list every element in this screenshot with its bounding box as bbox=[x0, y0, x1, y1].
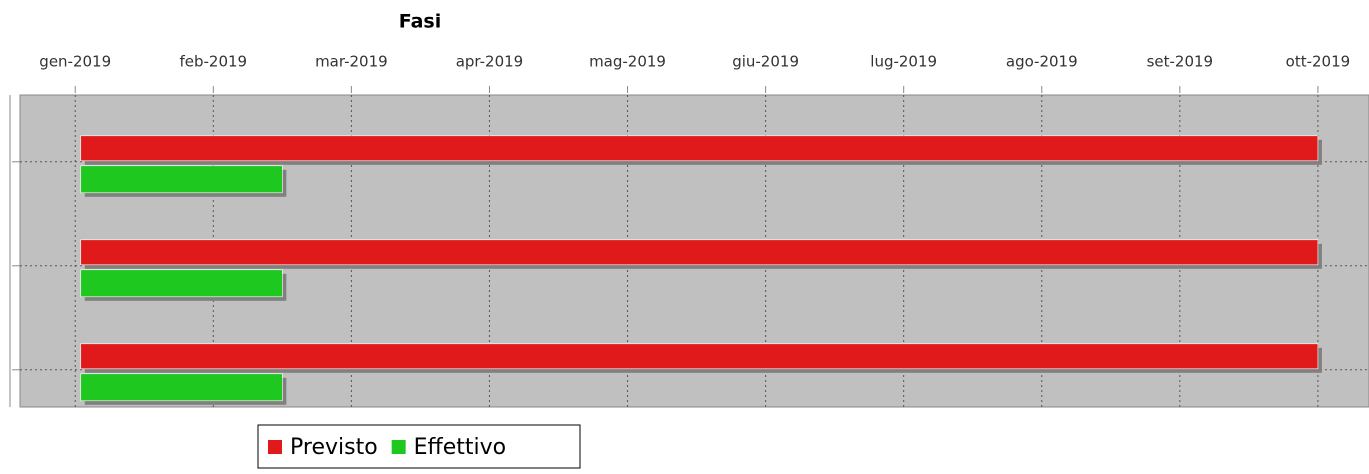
x-tick-label: lug-2019 bbox=[870, 53, 937, 71]
bar bbox=[80, 239, 1319, 266]
chart-title: Fasi bbox=[399, 11, 442, 33]
x-tick-label: feb-2019 bbox=[179, 53, 247, 71]
bar bbox=[80, 165, 283, 194]
bar bbox=[80, 135, 1319, 162]
bar bbox=[80, 373, 283, 402]
legend-swatch bbox=[268, 440, 282, 454]
legend-label: Previsto bbox=[290, 435, 378, 460]
legend-label: Effettivo bbox=[414, 435, 506, 460]
x-tick-label: gen-2019 bbox=[39, 53, 111, 71]
legend-swatch bbox=[391, 440, 406, 454]
x-tick-label: apr-2019 bbox=[456, 53, 524, 71]
x-tick-label: set-2019 bbox=[1147, 53, 1214, 71]
bar bbox=[80, 269, 283, 298]
legend bbox=[257, 424, 581, 469]
x-tick-label: mar-2019 bbox=[315, 53, 388, 71]
x-tick-label: ott-2019 bbox=[1286, 53, 1351, 71]
x-tick-label: ago-2019 bbox=[1006, 53, 1078, 71]
x-tick-label: giu-2019 bbox=[732, 53, 799, 71]
bar bbox=[80, 343, 1319, 370]
x-tick-label: mag-2019 bbox=[589, 53, 666, 71]
